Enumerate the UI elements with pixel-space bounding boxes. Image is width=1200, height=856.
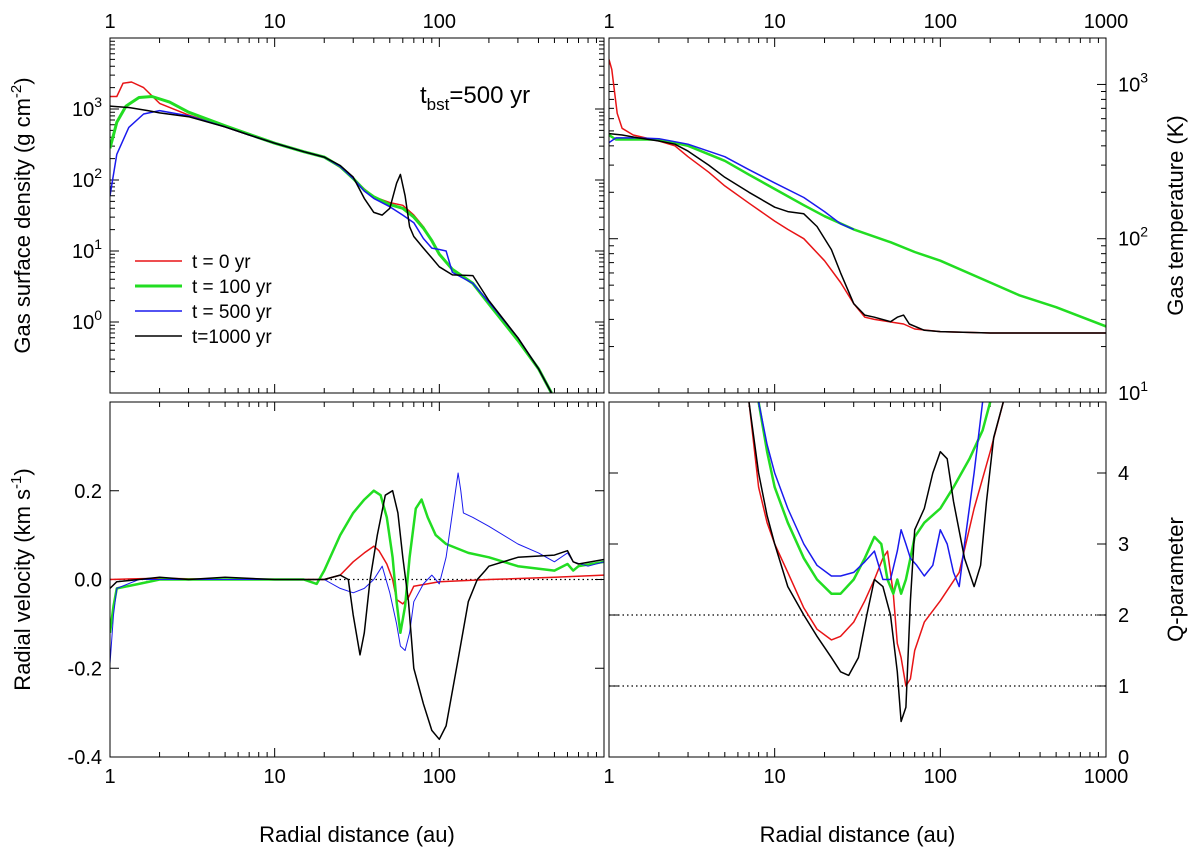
series-line-t-500-yr — [110, 109, 553, 393]
x-tick-label: 10 — [264, 766, 286, 788]
annotation-tbst: tbst=500 yr — [420, 82, 530, 114]
x-tick-label: 10 — [764, 766, 786, 788]
x-tick-label: 10 — [264, 11, 286, 33]
x-tick-label: 1000 — [1084, 11, 1129, 33]
series-line-t-1000-yr — [110, 489, 604, 741]
y-axis-title: Q-parameter — [1163, 517, 1188, 642]
y-tick-label: 1 — [1118, 676, 1129, 698]
y-tick-label: 101 — [72, 236, 102, 263]
legend-label: t = 500 yr — [192, 302, 272, 323]
series-line-t-500-yr — [757, 402, 984, 588]
series-line-t-1000-yr — [609, 132, 1106, 334]
plot-frame — [109, 37, 605, 394]
legend: t = 0 yr t = 100 yr t = 500 yr t=1000 yr — [135, 252, 272, 348]
legend-label: t=1000 yr — [192, 327, 272, 348]
y-tick-label: 0.0 — [74, 570, 102, 592]
y-tick-label: 102 — [1118, 224, 1148, 251]
y-axis-title: Radial velocity (km s-1) — [8, 468, 35, 690]
panel-tl: 1 10 100 100 101 102 103 Gas surface density (g… — [8, 11, 605, 394]
panel-bl: 1 10 100 -0.4 -0.2 0.0 0.2 Radial distance (au)… — [8, 401, 605, 847]
series-line-t-0-yr — [609, 59, 1106, 334]
y-tick-label: 103 — [1118, 69, 1148, 96]
y-tick-label: 0 — [1118, 747, 1129, 769]
x-tick-label: 100 — [924, 766, 957, 788]
y-tick-label: -0.4 — [68, 747, 102, 769]
x-tick-label: 100 — [924, 11, 957, 33]
plot-frame — [109, 401, 605, 758]
series-line-t-500-yr — [609, 137, 854, 231]
x-tick-label: 1000 — [1084, 766, 1129, 788]
series-line-t-1000-yr — [110, 105, 553, 393]
series-line-t-0-yr — [110, 545, 604, 605]
y-tick-label: 2 — [1118, 605, 1129, 627]
x-tick-label: 1 — [104, 11, 115, 33]
series-line-t-100-yr — [609, 133, 1106, 328]
series-line-t-100-yr — [110, 95, 553, 393]
x-tick-label: 100 — [423, 766, 456, 788]
series-group — [609, 59, 1106, 334]
plot-frame — [608, 37, 1107, 394]
x-tick-label: 100 — [423, 11, 456, 33]
series-group — [110, 81, 553, 393]
x-axis-title: Radial distance (au) — [259, 822, 455, 847]
x-tick-label: 1 — [603, 766, 614, 788]
y-axis-title: Gas surface density (g cm-2) — [8, 77, 35, 353]
y-tick-label: 101 — [1118, 378, 1148, 405]
y-tick-label: 3 — [1118, 534, 1129, 556]
x-tick-label: 10 — [764, 11, 786, 33]
series-group — [748, 402, 1005, 723]
y-tick-label: 0.2 — [74, 481, 102, 503]
legend-label: t = 100 yr — [192, 277, 272, 298]
series-line-t-100-yr — [757, 402, 992, 595]
series-line-t-0-yr — [110, 81, 553, 393]
series-line-t-0-yr — [748, 402, 1005, 687]
y-tick-label: 102 — [72, 165, 102, 192]
x-axis-title: Radial distance (au) — [760, 822, 956, 847]
y-tick-label: 100 — [72, 307, 102, 334]
series-group — [110, 472, 604, 741]
y-tick-label: 4 — [1118, 463, 1129, 485]
x-tick-label: 1 — [603, 11, 614, 33]
series-line-t-100-yr — [110, 489, 604, 635]
plot-frame — [608, 401, 1107, 758]
y-axis-title: Gas temperature (K) — [1163, 115, 1188, 316]
x-tick-label: 1 — [104, 766, 115, 788]
panel-tr: 1 10 100 1000 101 102 103 Gas temperature (K) — [603, 11, 1188, 405]
legend-label: t = 0 yr — [192, 252, 251, 273]
y-tick-label: -0.2 — [68, 658, 102, 680]
series-line-t-1000-yr — [748, 402, 1005, 723]
y-tick-label: 103 — [72, 94, 102, 121]
